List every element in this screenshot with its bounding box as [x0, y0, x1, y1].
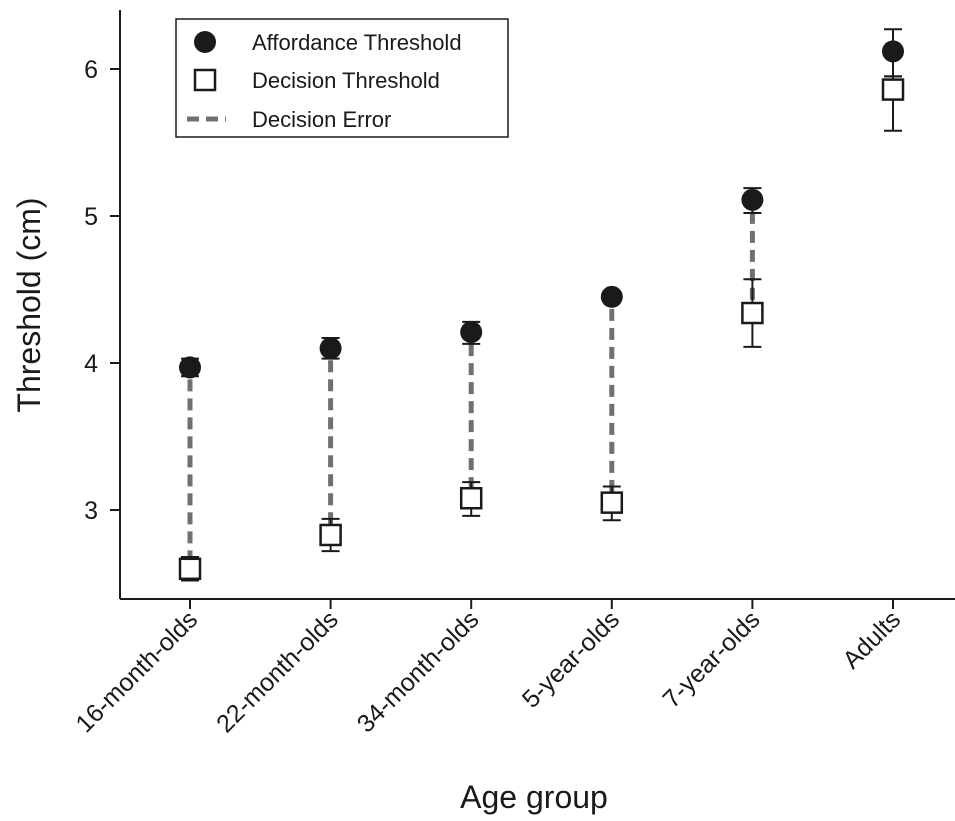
y-tick-label: 5: [84, 203, 98, 231]
legend-marker-affordance: [194, 31, 216, 53]
y-tick-label: 4: [84, 350, 98, 378]
affordance-threshold-point: [319, 337, 342, 360]
affordance-threshold-point: [460, 321, 483, 344]
x-axis-title: Age group: [460, 779, 608, 815]
x-tick-label: 22-month-olds: [211, 605, 344, 738]
legend-marker-decision: [193, 68, 217, 92]
decision-threshold-point: [741, 301, 764, 325]
y-tick-label: 6: [84, 56, 98, 84]
y-axis-title: Threshold (cm): [11, 197, 47, 412]
affordance-threshold-point: [179, 356, 201, 379]
decision-threshold-point: [600, 491, 624, 514]
legend-label-error: Decision Error: [252, 107, 391, 132]
x-tick-label: Adults: [837, 605, 906, 674]
legend-label-decision: Decision Threshold: [252, 68, 440, 93]
data-marks: [178, 28, 905, 582]
x-tick-label: 7-year-olds: [657, 605, 765, 713]
affordance-threshold-point: [600, 285, 623, 308]
affordance-threshold-point: [741, 188, 764, 211]
x-tick-label: 34-month-olds: [352, 605, 485, 738]
x-tick-label: 16-month-olds: [70, 605, 203, 738]
y-ticks: 3 4 5 6: [84, 56, 120, 525]
decision-threshold-point: [319, 523, 342, 547]
legend-label-affordance: Affordance Threshold: [252, 30, 462, 55]
decision-threshold-point: [178, 557, 202, 581]
x-ticks: 16-month-olds 22-month-olds 34-month-olds 5…: [70, 599, 906, 738]
x-tick-label: 5-year-olds: [517, 605, 625, 713]
legend: Affordance Threshold Decision Threshold …: [175, 18, 509, 138]
legend-frame: [175, 18, 509, 138]
decision-threshold-point: [459, 486, 483, 510]
decision-threshold-point: [881, 78, 905, 101]
affordance-threshold-point: [882, 40, 904, 63]
y-tick-label: 3: [84, 497, 98, 525]
